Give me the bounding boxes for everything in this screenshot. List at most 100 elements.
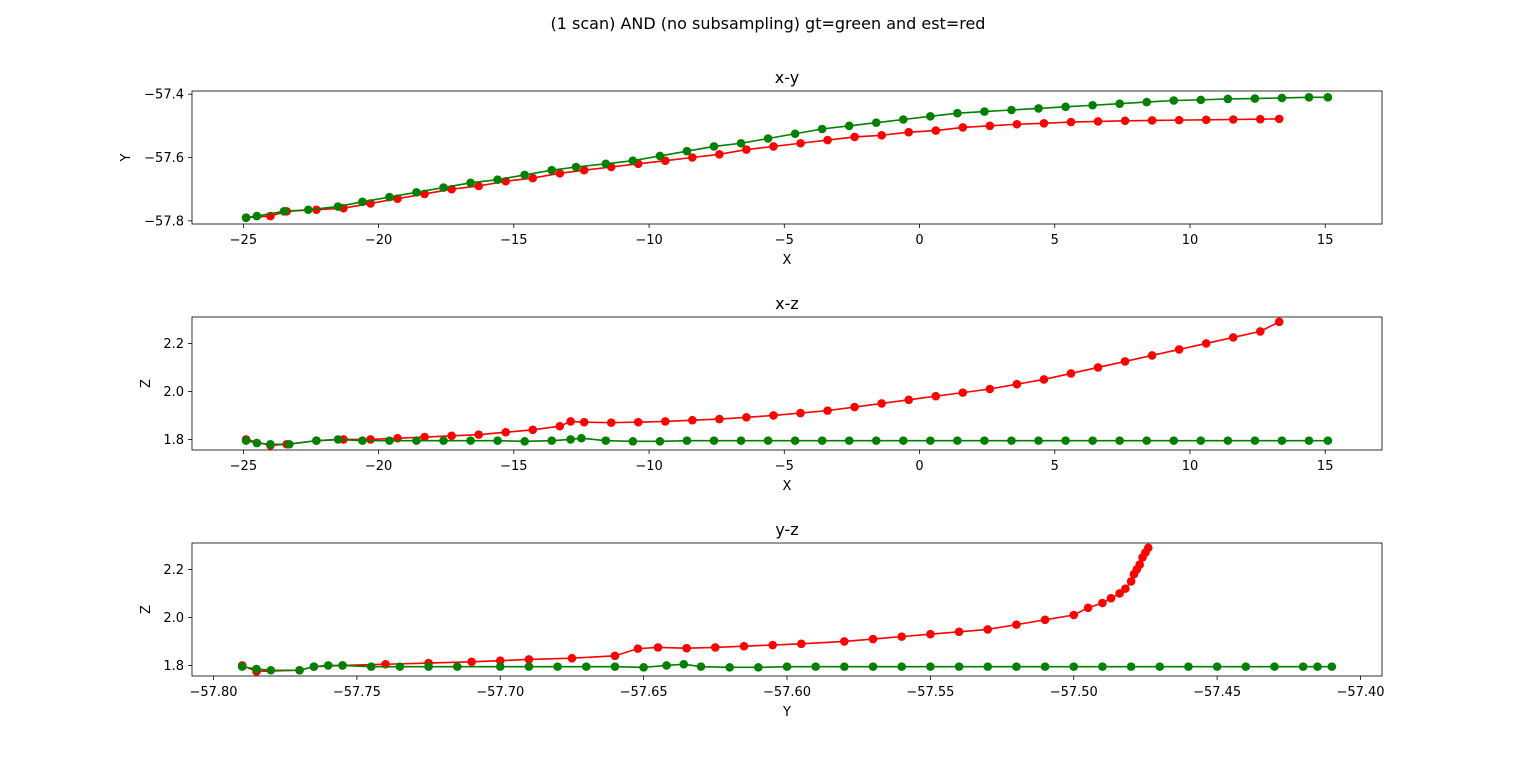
gt-data-point xyxy=(1034,104,1043,113)
est-data-point xyxy=(688,415,697,425)
est-data-point xyxy=(688,153,697,162)
y-tick-label: 2.2 xyxy=(163,563,184,578)
est-data-point xyxy=(877,131,886,140)
est-data-point xyxy=(769,142,778,151)
gt-data-point xyxy=(333,202,343,211)
est-data-point xyxy=(567,653,577,663)
gt-data-point xyxy=(868,662,878,671)
est-data-point xyxy=(1098,598,1107,608)
gt-data-point xyxy=(1155,662,1165,671)
gt-data-point xyxy=(682,146,692,156)
gt-data-point xyxy=(980,436,989,445)
gt-data-point xyxy=(1196,436,1206,445)
est-data-point xyxy=(1126,577,1136,586)
gt-series-line xyxy=(245,96,1328,219)
gt-data-point xyxy=(333,435,343,444)
est-data-point xyxy=(682,643,691,653)
gt-data-point xyxy=(662,661,671,670)
x-tick-label: −25 xyxy=(230,233,257,248)
gt-data-point xyxy=(1169,96,1179,105)
gt-data-point xyxy=(897,662,906,671)
x-tick-label: −5 xyxy=(775,233,794,248)
est-data-point xyxy=(1069,610,1079,620)
gt-data-point xyxy=(439,436,448,445)
y-tick-label: 2.0 xyxy=(163,611,184,626)
gt-data-point xyxy=(547,165,557,175)
est-data-point xyxy=(566,417,575,426)
gt-data-point xyxy=(725,663,734,672)
gt-data-point xyxy=(358,197,367,207)
est-data-point xyxy=(868,634,878,644)
est-data-point xyxy=(1144,543,1153,553)
est-data-point xyxy=(1039,375,1049,384)
x-tick-label: −5 xyxy=(775,459,794,474)
est-data-point xyxy=(1255,114,1265,124)
gt-data-point xyxy=(1313,662,1322,671)
gt-data-point xyxy=(1061,436,1070,445)
gt-data-point xyxy=(358,436,367,445)
x-tick-label: 10 xyxy=(1182,233,1199,248)
est-data-point xyxy=(633,644,643,653)
gt-data-point xyxy=(1298,662,1308,671)
est-data-point xyxy=(796,138,805,148)
gt-data-point xyxy=(844,121,854,131)
gt-data-point xyxy=(524,662,534,671)
est-data-point xyxy=(528,425,538,435)
x-tick-label: −57.70 xyxy=(476,685,524,700)
gt-data-point xyxy=(439,183,448,192)
est-data-point xyxy=(958,123,968,132)
gt-data-point xyxy=(696,662,706,671)
y-tick-label: −57.8 xyxy=(144,214,184,229)
est-data-point xyxy=(796,408,805,418)
gt-data-point xyxy=(1098,662,1107,671)
gt-data-point xyxy=(790,436,800,445)
est-data-point xyxy=(524,655,534,664)
gt-data-point xyxy=(1270,662,1279,671)
gt-data-point xyxy=(1277,436,1287,445)
est-data-point xyxy=(1201,115,1211,125)
est-data-point xyxy=(579,165,589,175)
gt-data-point xyxy=(493,175,502,184)
x-tick-label: 15 xyxy=(1317,459,1334,474)
gt-data-point xyxy=(601,159,611,169)
gt-data-point xyxy=(285,439,294,449)
gt-data-point xyxy=(926,662,935,671)
x-tick-label: −57.55 xyxy=(906,685,954,700)
gt-data-point xyxy=(252,438,262,448)
est-data-point xyxy=(926,629,935,639)
est-data-point xyxy=(850,132,859,142)
x-tick-label: −57.50 xyxy=(1050,685,1098,700)
x-tick-label: −20 xyxy=(365,233,392,248)
gt-data-point xyxy=(655,151,665,161)
gt-data-point xyxy=(1034,436,1043,445)
est-data-point xyxy=(366,435,375,444)
gt-data-point xyxy=(1304,436,1314,445)
gt-data-point xyxy=(577,433,586,443)
est-data-point xyxy=(1201,339,1211,348)
est-data-point xyxy=(1174,115,1184,125)
est-data-point xyxy=(715,150,724,159)
gt-data-point xyxy=(1323,436,1333,445)
gt-data-point xyxy=(424,662,433,671)
gt-data-point xyxy=(266,665,276,675)
est-data-point xyxy=(1093,363,1103,372)
y-axis-label: Y xyxy=(119,153,134,162)
est-data-point xyxy=(958,388,968,397)
x-tick-label: 15 xyxy=(1317,233,1334,248)
gt-data-point xyxy=(709,142,719,151)
est-data-point xyxy=(501,427,511,437)
est-data-point xyxy=(474,430,483,439)
gt-data-point xyxy=(1327,662,1337,671)
gt-data-point xyxy=(610,662,620,671)
gt-data-point xyxy=(395,662,405,671)
gt-data-point xyxy=(553,662,562,671)
gt-data-point xyxy=(1142,436,1152,445)
est-data-point xyxy=(606,418,616,427)
gt-data-point xyxy=(655,437,665,446)
est-data-point xyxy=(1066,369,1076,378)
gt-data-point xyxy=(252,664,261,674)
est-data-point xyxy=(1040,615,1050,625)
subplot-title: y-z xyxy=(775,520,798,539)
est-data-point xyxy=(823,406,832,415)
